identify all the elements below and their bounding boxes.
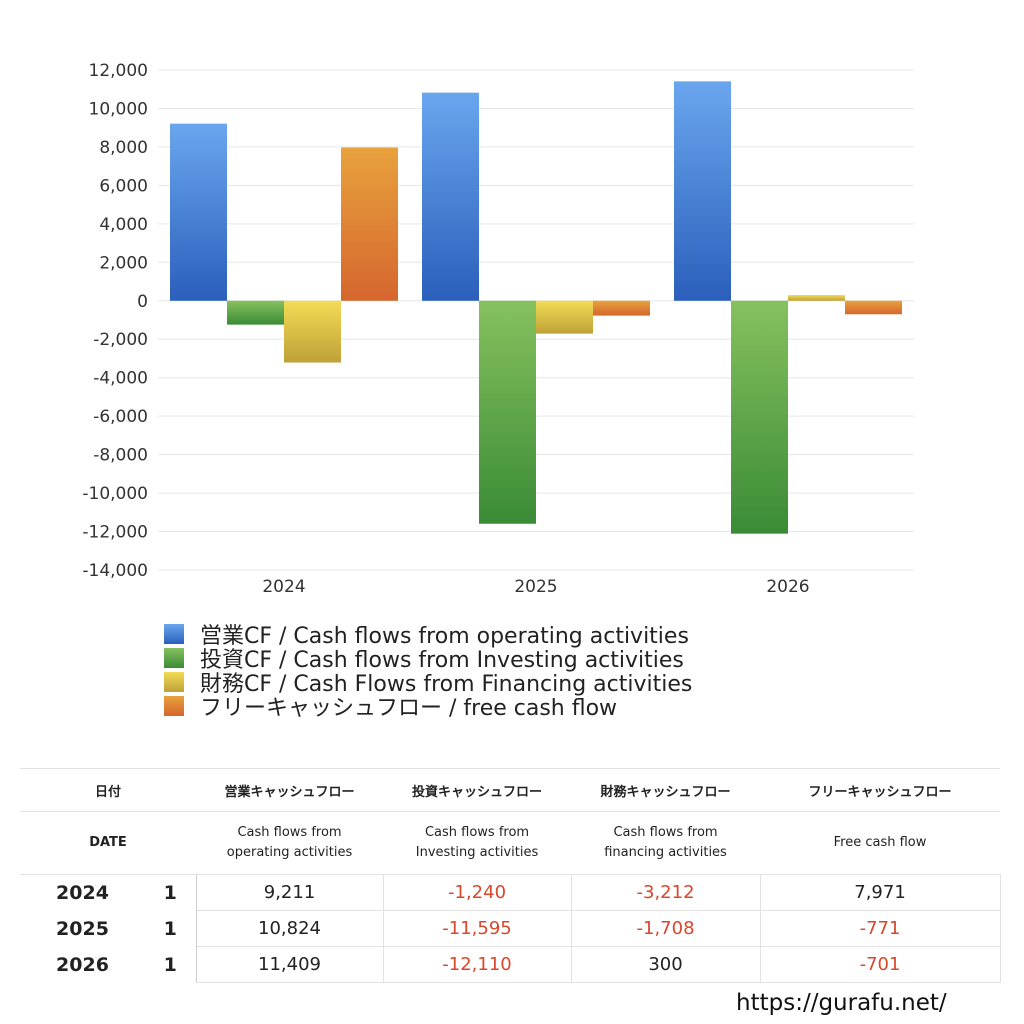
- y-tick-label: 8,000: [99, 138, 148, 158]
- y-tick-label: 4,000: [99, 215, 148, 235]
- x-tick-label: 2025: [514, 577, 557, 597]
- legend-swatch-operating: [164, 624, 184, 644]
- row-year: 2024: [56, 881, 109, 904]
- y-tick-label: -12,000: [82, 523, 148, 543]
- header-financing-en: Cash flows from financing activities: [571, 811, 761, 875]
- y-tick-label: -10,000: [82, 484, 148, 504]
- chart-legend: 営業CF / Cash flows from operating activit…: [164, 622, 692, 721]
- bar-operating-2026: [674, 81, 731, 301]
- header-financing-en-line2: financing activities: [604, 845, 727, 860]
- table-row: 2024 1 9,211 -1,240 -3,212 7,971: [20, 874, 1001, 911]
- cell-operating: 11,409: [196, 946, 384, 983]
- y-tick-label: 10,000: [89, 99, 148, 119]
- row-year: 2025: [56, 917, 109, 940]
- bars: [170, 81, 902, 534]
- cell-financing: -3,212: [571, 874, 761, 911]
- bar-financing-2025: [536, 300, 593, 334]
- legend-label-financing: 財務CF / Cash Flows from Financing activit…: [200, 672, 693, 697]
- table-row: 2025 1 10,824 -11,595 -1,708 -771: [20, 910, 1001, 947]
- y-tick-label: 12,000: [89, 61, 148, 81]
- x-tick-label: 2026: [766, 577, 809, 597]
- legend-swatch-financing: [164, 672, 184, 692]
- table-row: 2026 1 11,409 -12,110 300 -701: [20, 946, 1001, 983]
- cell-investing: -1,240: [383, 874, 572, 911]
- header-financing-jp: 財務キャッシュフロー: [571, 768, 761, 812]
- cell-operating: 10,824: [196, 910, 384, 947]
- header-financing-en-line1: Cash flows from: [613, 825, 718, 840]
- header-investing-en: Cash flows from Investing activities: [383, 811, 572, 875]
- bar-free-2025: [593, 300, 650, 316]
- y-tick-label: 0: [137, 292, 148, 312]
- bar-free-2026: [845, 300, 902, 315]
- header-investing-jp: 投資キャッシュフロー: [383, 768, 572, 812]
- x-axis-ticks: 2024 2025 2026: [262, 577, 809, 597]
- header-operating-en-line1: Cash flows from: [237, 825, 342, 840]
- header-operating-en-line2: operating activities: [226, 845, 353, 860]
- legend-label-investing: 投資CF / Cash flows from Investing activit…: [200, 648, 684, 673]
- row-year: 2026: [56, 953, 109, 976]
- cell-financing: 300: [571, 946, 761, 983]
- y-tick-label: -2,000: [93, 330, 148, 350]
- header-investing-en-line1: Cash flows from: [424, 825, 530, 840]
- cash-flow-bar-chart: 12,000 10,000 8,000 6,000 4,000 2,000 0 -2,000 -…: [82, 61, 914, 597]
- row-quarter: 1: [145, 910, 197, 947]
- table-header-jp: 日付 営業キャッシュフロー 投資キャッシュフロー 財務キャッシュフロー フリーキ…: [20, 768, 1001, 812]
- legend-item-investing: 投資CF / Cash flows from Investing activit…: [164, 646, 692, 673]
- legend-label-operating: 営業CF / Cash flows from operating activit…: [200, 624, 689, 649]
- header-date-jp: 日付: [20, 768, 197, 812]
- bar-investing-2025: [479, 300, 536, 524]
- bar-investing-2026: [731, 300, 788, 534]
- header-date-en: DATE: [20, 811, 197, 875]
- legend-swatch-investing: [164, 648, 184, 668]
- legend-item-financing: 財務CF / Cash Flows from Financing activit…: [164, 670, 692, 697]
- cell-operating: 9,211: [196, 874, 384, 911]
- cell-free: -771: [760, 910, 1001, 947]
- header-free-en: Free cash flow: [760, 811, 1001, 875]
- bar-financing-2026: [788, 295, 845, 301]
- legend-item-operating: 営業CF / Cash flows from operating activit…: [164, 622, 692, 649]
- bar-financing-2024: [284, 300, 341, 363]
- y-tick-label: -14,000: [82, 561, 148, 581]
- y-tick-label: -6,000: [93, 407, 148, 427]
- legend-label-free: フリーキャッシュフロー / free cash flow: [200, 696, 618, 721]
- row-quarter: 1: [145, 874, 197, 911]
- row-quarter: 1: [145, 946, 197, 983]
- cell-investing: -12,110: [383, 946, 572, 983]
- legend-item-free: フリーキャッシュフロー / free cash flow: [164, 694, 692, 721]
- header-free-jp: フリーキャッシュフロー: [760, 768, 1001, 812]
- bar-operating-2025: [422, 92, 479, 301]
- y-tick-label: 6,000: [99, 176, 148, 196]
- cell-free: -701: [760, 946, 1001, 983]
- cash-flow-table: 日付 営業キャッシュフロー 投資キャッシュフロー 財務キャッシュフロー フリーキ…: [20, 768, 1001, 983]
- x-tick-label: 2024: [262, 577, 305, 597]
- header-investing-en-line2: Investing activities: [415, 845, 539, 860]
- table-header-en: DATE Cash flows from operating activitie…: [20, 811, 1001, 875]
- bar-operating-2024: [170, 123, 227, 301]
- site-url: https://gurafu.net/: [736, 990, 947, 1016]
- y-tick-label: -4,000: [93, 369, 148, 389]
- bar-investing-2024: [227, 300, 284, 325]
- y-tick-label: -8,000: [93, 446, 148, 466]
- header-free-en-line1: Free cash flow: [833, 835, 927, 850]
- cell-investing: -11,595: [383, 910, 572, 947]
- cell-financing: -1,708: [571, 910, 761, 947]
- y-axis-ticks: 12,000 10,000 8,000 6,000 4,000 2,000 0 -2,000 -…: [82, 61, 148, 581]
- bar-free-2024: [341, 147, 398, 301]
- y-tick-label: 2,000: [99, 253, 148, 273]
- header-operating-en: Cash flows from operating activities: [196, 811, 384, 875]
- header-operating-jp: 営業キャッシュフロー: [196, 768, 384, 812]
- legend-swatch-free: [164, 696, 184, 716]
- cell-free: 7,971: [760, 874, 1001, 911]
